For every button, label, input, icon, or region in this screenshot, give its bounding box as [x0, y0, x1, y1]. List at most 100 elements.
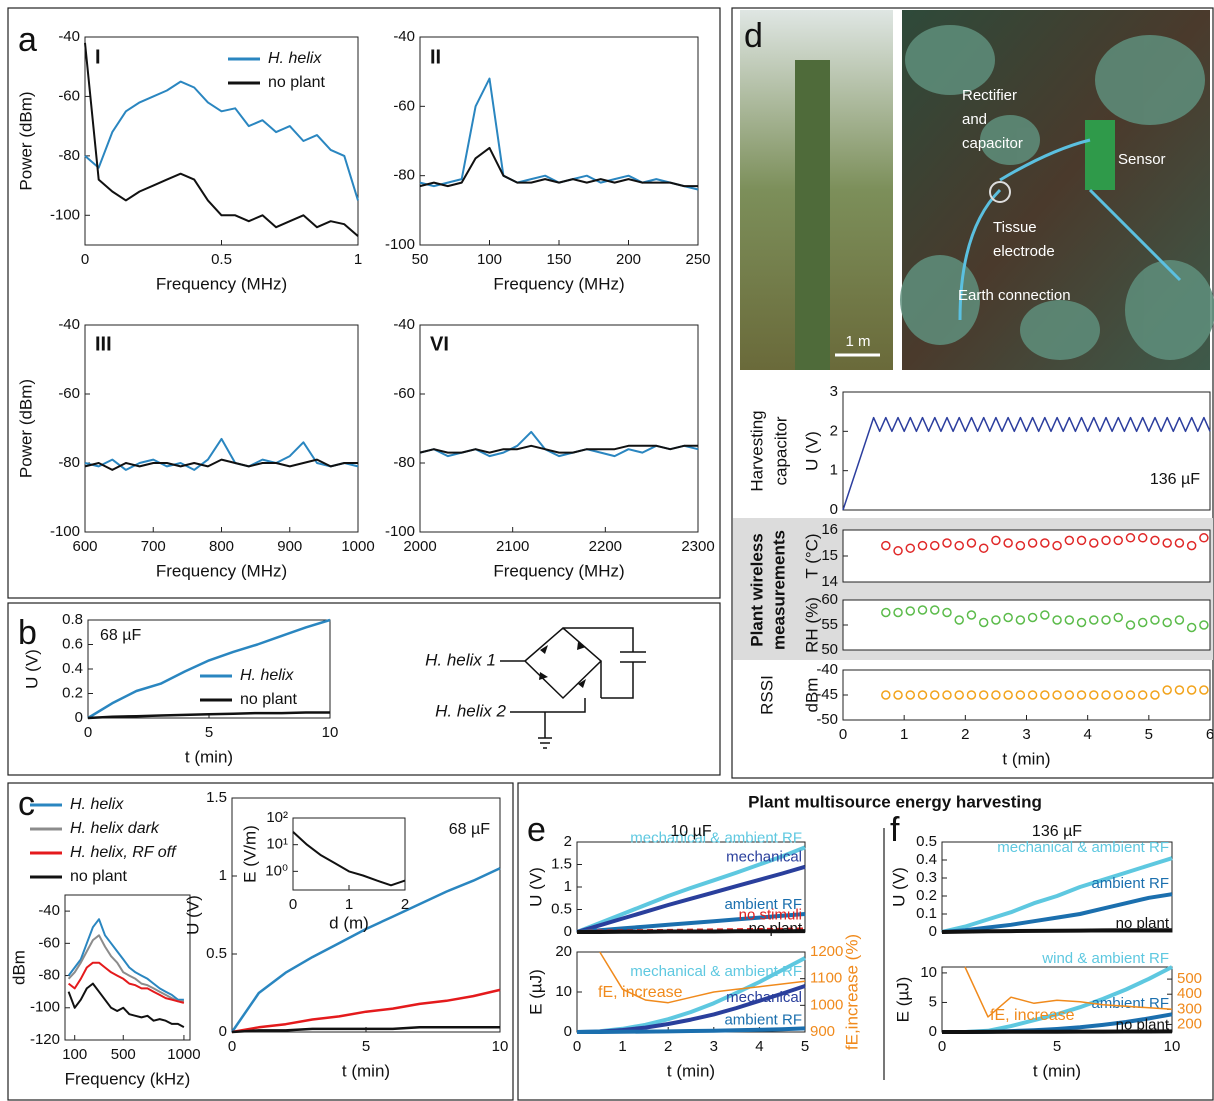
y-axis-label: U (V): [889, 867, 908, 907]
point: [966, 610, 977, 620]
point: [1125, 620, 1136, 630]
y-tick-label: 50: [821, 641, 838, 658]
x-tick-label: 5: [205, 724, 213, 741]
y-axis-label: Power (dBm): [16, 91, 35, 190]
point: [1101, 690, 1111, 700]
point: [1101, 615, 1111, 625]
y-tick-label: -80: [38, 967, 60, 984]
point: [905, 543, 916, 553]
y2-tick-label: 1000: [810, 996, 843, 1013]
y-axis-label: U (V): [802, 431, 821, 471]
y-tick-label: 0: [564, 1023, 572, 1040]
x-tick-label: 700: [141, 538, 166, 555]
point: [942, 607, 952, 618]
y-tick-label: 5: [929, 993, 937, 1010]
point: [905, 606, 916, 616]
subplot-label: II: [430, 46, 441, 68]
x-axis-label: t (min): [1033, 1061, 1081, 1080]
x-tick-label: 100: [62, 1046, 87, 1063]
y-tick-label: 0.2: [62, 684, 83, 701]
y-tick-label: -50: [816, 711, 838, 728]
side-label: RSSI: [757, 675, 776, 715]
point: [1003, 612, 1013, 623]
y-tick-label: 10¹: [266, 836, 288, 853]
electrode: [989, 181, 1011, 203]
point: [1052, 540, 1062, 551]
point: [1015, 690, 1026, 700]
x-tick-label: 5: [362, 1038, 370, 1055]
point: [1064, 535, 1075, 546]
point: [1186, 685, 1197, 695]
y2-tick-label: 500: [1177, 970, 1202, 987]
x-tick-label: 150: [546, 251, 571, 268]
panel-label: e: [527, 811, 546, 849]
point: [881, 607, 891, 618]
x-tick-label: 1: [345, 896, 353, 913]
y-tick-label: 0.1: [916, 905, 937, 922]
y-tick-label: -100: [50, 206, 80, 223]
y2-tick-label: 200: [1177, 1015, 1202, 1032]
cables: [958, 138, 1182, 321]
legend-label: no plant: [268, 74, 325, 91]
x-tick-label: 0: [228, 1038, 236, 1055]
point: [966, 690, 977, 700]
point: [1076, 690, 1087, 700]
circuit-label: H. helix 1: [425, 650, 496, 669]
y-tick-label: 55: [821, 616, 838, 633]
x-tick-label: 2: [961, 726, 969, 743]
photo-label: capacitor: [962, 135, 1023, 152]
series-label: mechanical & ambient RF: [630, 829, 802, 846]
y2-axis-label: fE,increase (%): [842, 934, 861, 1050]
point: [1186, 540, 1197, 551]
y-tick-label: -80: [393, 454, 415, 471]
x-tick-label: 0: [573, 1038, 581, 1055]
x-tick-label: 0: [938, 1038, 946, 1055]
annotation: fE, increase: [990, 1007, 1075, 1024]
y-tick-label: 0.4: [916, 851, 937, 868]
chart-title: 10 µF: [670, 823, 711, 840]
y-tick-label: 0.5: [206, 945, 227, 962]
point: [1101, 535, 1111, 546]
sensor-board: [1085, 120, 1115, 190]
series-label: no stimuli: [739, 906, 802, 923]
y-tick-label: -100: [50, 523, 80, 540]
series-line: [599, 951, 806, 1004]
point: [1150, 615, 1160, 625]
x-tick-label: 2200: [589, 538, 622, 555]
diodes: [539, 642, 586, 688]
series-line: [576, 864, 806, 934]
group-label: measurements: [769, 530, 788, 650]
x-axis-label: t (min): [185, 747, 233, 766]
point: [1150, 535, 1160, 546]
plot-area: [842, 391, 1211, 511]
x-tick-label: 5: [1145, 726, 1153, 743]
point: [1040, 610, 1050, 620]
x-tick-label: 50: [412, 251, 429, 268]
y-tick-label: 14: [821, 573, 838, 590]
point: [1052, 690, 1062, 700]
series-label: no plant: [1116, 1016, 1170, 1033]
leaves: [900, 25, 1214, 360]
point: [1089, 538, 1099, 548]
panel-label: f: [890, 811, 900, 849]
series-label: ambient RF: [724, 1011, 802, 1028]
y-tick-label: 0: [929, 1023, 937, 1040]
point: [917, 690, 928, 700]
y-tick-label: -100: [30, 999, 60, 1016]
point: [1027, 690, 1038, 700]
photo-label: Earth connection: [958, 287, 1071, 304]
circuit: H. helix 1 H. helix 2: [425, 627, 646, 749]
subplot-label: III: [95, 333, 112, 355]
x-tick-label: 1000: [341, 538, 374, 555]
x-tick-label: 4: [755, 1038, 763, 1055]
y-tick-label: 0: [219, 1023, 227, 1040]
point: [905, 690, 916, 700]
y-tick-label: 0: [929, 923, 937, 940]
group-label: Plant wireless: [747, 533, 766, 646]
y-tick-label: 1.5: [206, 789, 227, 806]
x-axis-label: t (min): [342, 1061, 390, 1080]
x-tick-label: 2000: [403, 538, 436, 555]
point: [1162, 685, 1172, 695]
y-tick-label: 0.6: [62, 635, 83, 652]
